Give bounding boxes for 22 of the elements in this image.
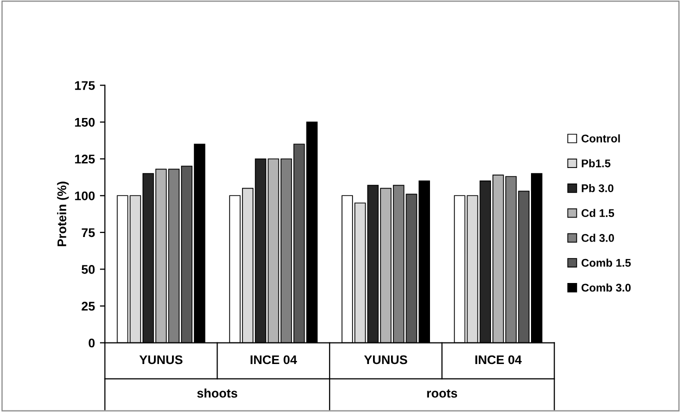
legend-label: Control [582, 134, 620, 142]
y-tick-label: 125 [75, 154, 95, 164]
legend-label: Pb1.5 [582, 159, 610, 168]
y-tick-label: 25 [82, 302, 95, 311]
y-tick-label: 50 [82, 265, 95, 274]
y-tick-label: 150 [75, 118, 95, 127]
x-tick-label: YUNUS [139, 355, 182, 364]
y-tick-label: 175 [75, 81, 95, 90]
x-tick-label: INCE 04 [250, 355, 297, 364]
legend-label: Pb 3.0 [582, 184, 614, 192]
x-tick-label: YUNUS [364, 355, 408, 364]
x-tick-label: INCE 04 [475, 355, 522, 364]
text: roots [427, 389, 458, 398]
legend-label: Cd 1.5 [582, 208, 614, 218]
text: shoots [197, 388, 238, 398]
y-tick-label: 75 [82, 228, 95, 238]
y-axis-title: Protein (%) [57, 182, 69, 246]
y-tick-label: 100 [75, 191, 95, 200]
legend-label: Cd 3.0 [582, 234, 614, 242]
legend-label: Comb 1.5 [582, 258, 631, 267]
legend-label: Comb 3.0 [582, 283, 631, 292]
y-tick-label: 0 [88, 338, 95, 348]
